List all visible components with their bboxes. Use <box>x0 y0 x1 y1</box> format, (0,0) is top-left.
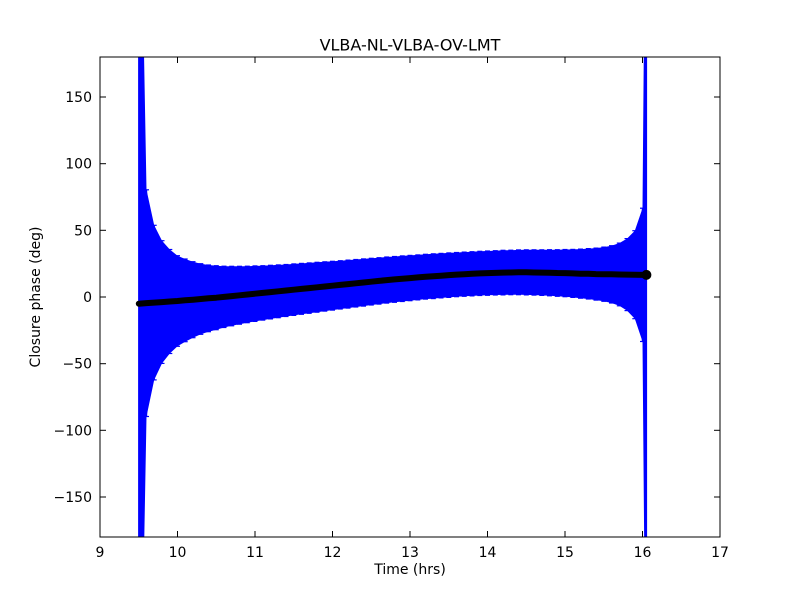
data-line <box>135 269 650 307</box>
error-band <box>138 57 647 537</box>
y-tick-label: 100 <box>65 157 92 173</box>
y-tick-label: 50 <box>74 223 92 239</box>
plot-area <box>135 57 652 537</box>
x-tick-label: 16 <box>634 545 652 561</box>
y-tick-label: −100 <box>54 423 92 439</box>
x-tick-label: 10 <box>169 545 187 561</box>
x-axis-label: Time (hrs) <box>374 562 446 578</box>
y-tick-label: 0 <box>83 290 92 306</box>
x-tick-label: 11 <box>246 545 264 561</box>
y-tick-label: −50 <box>62 357 92 373</box>
x-tick-label: 12 <box>324 545 342 561</box>
x-tick-label: 9 <box>96 545 105 561</box>
y-axis-label: Closure phase (deg) <box>28 226 44 368</box>
x-tick-label: 15 <box>556 545 574 561</box>
x-tick-label: 13 <box>401 545 419 561</box>
y-tick-label: −150 <box>54 490 92 506</box>
y-tick-label: 150 <box>65 90 92 106</box>
x-tick-label: 17 <box>711 545 729 561</box>
x-tick-label: 14 <box>479 545 497 561</box>
chart-title: VLBA-NL-VLBA-OV-LMT <box>319 35 501 55</box>
end-point-marker <box>641 269 652 280</box>
